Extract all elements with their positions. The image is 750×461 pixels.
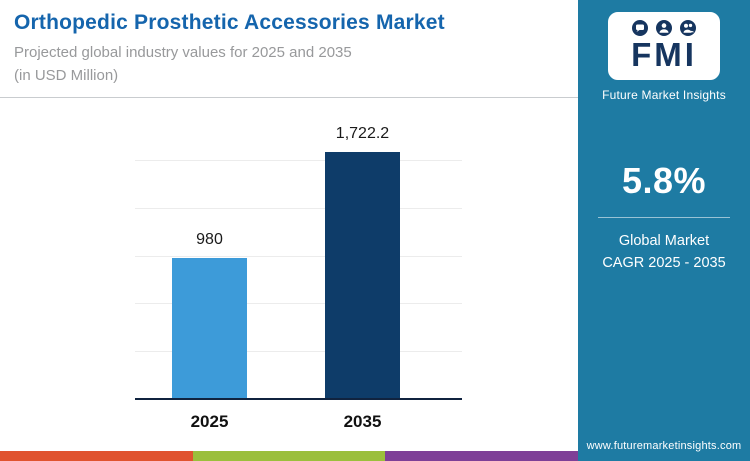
- strip-segment-1: [0, 451, 193, 461]
- fmi-logo-text: FMI: [631, 36, 697, 73]
- brand-color-strip: [0, 451, 579, 461]
- bar-2025: [172, 258, 247, 399]
- category-label-2035: 2035: [343, 412, 382, 431]
- strip-segment-2: [192, 451, 386, 461]
- person-icon: [656, 20, 672, 36]
- brand-name: Future Market Insights: [602, 88, 726, 102]
- gridline: [135, 208, 462, 209]
- fmi-logo: FMI: [608, 12, 720, 80]
- gridline: [135, 351, 462, 352]
- chat-icon: [632, 20, 648, 36]
- category-label-2025: 2025: [190, 412, 229, 431]
- website-text: www.futuremarketinsights.com: [586, 440, 742, 452]
- page-title: Orthopedic Prosthetic Accessories Market: [14, 11, 445, 34]
- subtitle-line-2: (in USD Million): [14, 66, 119, 84]
- bar-column-2025: 980 2025: [172, 112, 247, 431]
- gridline: [135, 160, 462, 161]
- gridline: [135, 303, 462, 304]
- value-label-2025: 980: [196, 231, 223, 248]
- x-axis-line: [135, 398, 462, 400]
- subtitle-line-1: Projected global industry values for 202…: [14, 44, 352, 61]
- fmi-logo-badge-icons: [632, 20, 696, 36]
- cagr-label-line-1: Global Market: [618, 233, 710, 249]
- cagr-label-line-2: CAGR 2025 - 2035: [602, 254, 726, 271]
- header: Orthopedic Prosthetic Accessories Market…: [0, 0, 578, 98]
- chart-section: Orthopedic Prosthetic Accessories Market…: [0, 0, 579, 461]
- bar-column-2035: 1,722.2 2035: [325, 112, 400, 431]
- value-label-2035: 1,722.2: [335, 125, 390, 142]
- cagr-value: 5.8%: [621, 160, 707, 201]
- bar-2035: [325, 152, 400, 399]
- cagr-label: Global Market CAGR 2025 - 2035: [578, 231, 750, 275]
- people-icon: [680, 20, 696, 36]
- strip-segment-3: [385, 451, 579, 461]
- cagr-divider: [598, 217, 730, 218]
- bar-chart: 980 2025 1,722.2 2035: [135, 112, 462, 431]
- sidebar: FMI Future Market Insights 5.8% Global M…: [578, 0, 750, 461]
- gridline: [135, 256, 462, 257]
